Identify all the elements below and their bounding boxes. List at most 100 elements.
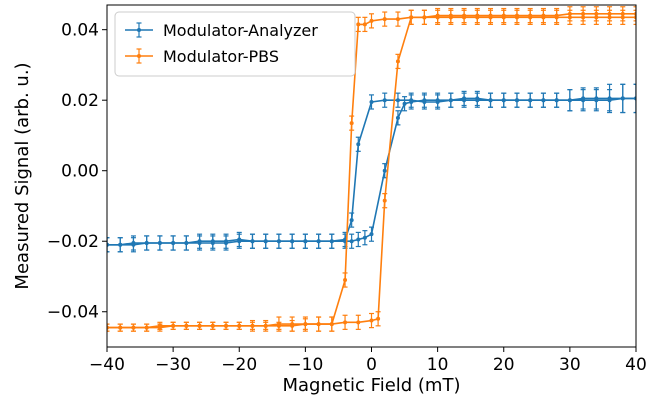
data-point	[541, 13, 546, 18]
data-point	[462, 13, 467, 18]
data-point	[369, 18, 374, 23]
data-point	[395, 98, 400, 103]
data-point	[131, 242, 136, 247]
x-tick-label: 10	[427, 355, 449, 375]
data-point	[197, 323, 202, 328]
data-point	[210, 240, 215, 245]
data-point	[488, 13, 493, 18]
series-0-branch-0-line	[107, 97, 636, 246]
x-tick-label: −40	[89, 355, 125, 375]
data-point	[382, 168, 387, 173]
data-point	[362, 22, 367, 27]
data-point	[329, 322, 334, 327]
data-point	[316, 322, 321, 327]
data-point	[475, 13, 480, 18]
legend-box	[114, 11, 356, 77]
data-point	[409, 15, 414, 20]
data-point	[541, 98, 546, 103]
x-axis-ticks: −40 −30 −20 −10 0 10 20 30 40	[89, 347, 647, 375]
legend-entry-0: Modulator-Analyzer	[125, 21, 318, 40]
data-point	[250, 323, 255, 328]
data-point	[395, 17, 400, 22]
data-point	[422, 15, 427, 20]
data-point	[237, 239, 242, 244]
x-tick-label: 30	[559, 355, 581, 375]
data-point	[369, 318, 374, 323]
y-tick-label: −0.02	[47, 232, 99, 252]
x-axis-label: Magnetic Field (mT)	[283, 375, 461, 396]
data-point	[356, 22, 361, 27]
data-point	[488, 98, 493, 103]
data-point	[303, 239, 308, 244]
data-point	[356, 142, 361, 147]
data-point	[475, 98, 480, 103]
data-point	[237, 323, 242, 328]
y-tick-label: 0.04	[61, 21, 99, 41]
data-point	[607, 11, 612, 16]
data-point	[157, 325, 162, 330]
data-point	[276, 322, 281, 327]
data-point	[382, 198, 387, 203]
legend-entry-1: Modulator-PBS	[125, 47, 279, 66]
data-point	[409, 98, 414, 103]
x-tick-label: −30	[155, 355, 191, 375]
data-point	[462, 98, 467, 103]
data-point	[369, 99, 374, 104]
data-point	[435, 13, 440, 18]
data-point	[402, 101, 407, 106]
data-point	[435, 99, 440, 104]
data-point	[376, 316, 381, 321]
data-point	[554, 98, 559, 103]
data-point	[184, 323, 189, 328]
x-tick-label: 0	[366, 355, 377, 375]
data-point	[349, 239, 354, 244]
data-point	[567, 11, 572, 16]
data-point	[184, 240, 189, 245]
data-point	[250, 239, 255, 244]
y-tick-label: −0.04	[47, 303, 99, 323]
legend-marker	[137, 28, 141, 32]
data-point	[382, 17, 387, 22]
x-tick-label: −10	[287, 355, 323, 375]
data-point	[514, 98, 519, 103]
y-axis-label: Measured Signal (arb. u.)	[12, 62, 33, 289]
data-point	[290, 239, 295, 244]
data-point	[197, 240, 202, 245]
data-point	[528, 13, 533, 18]
data-point	[356, 320, 361, 325]
data-point	[554, 13, 559, 18]
x-tick-label: 20	[493, 355, 515, 375]
data-point	[422, 99, 427, 104]
data-point	[118, 325, 123, 330]
data-point	[224, 240, 229, 245]
legend: Modulator-Analyzer Modulator-PBS	[114, 11, 356, 77]
data-point	[369, 232, 374, 237]
data-point	[501, 13, 506, 18]
plot-data	[107, 6, 636, 332]
legend-label: Modulator-PBS	[163, 47, 279, 66]
data-point	[395, 59, 400, 64]
y-tick-label: 0.00	[61, 162, 99, 182]
y-axis-ticks: −0.04 −0.02 0.00 0.02 0.04	[47, 21, 107, 323]
data-point	[362, 235, 367, 240]
data-point	[349, 121, 354, 126]
data-point	[395, 115, 400, 120]
data-point	[620, 96, 625, 101]
data-point	[356, 237, 361, 242]
data-point	[501, 98, 506, 103]
data-point	[343, 320, 348, 325]
data-point	[210, 323, 215, 328]
data-point	[581, 11, 586, 16]
legend-marker	[137, 54, 141, 58]
data-point	[382, 98, 387, 103]
data-point	[607, 98, 612, 103]
x-tick-label: 40	[625, 355, 647, 375]
data-point	[620, 11, 625, 16]
data-point	[224, 323, 229, 328]
data-point	[581, 98, 586, 103]
data-point	[290, 322, 295, 327]
data-point	[528, 98, 533, 103]
data-point	[131, 325, 136, 330]
data-point	[157, 240, 162, 245]
